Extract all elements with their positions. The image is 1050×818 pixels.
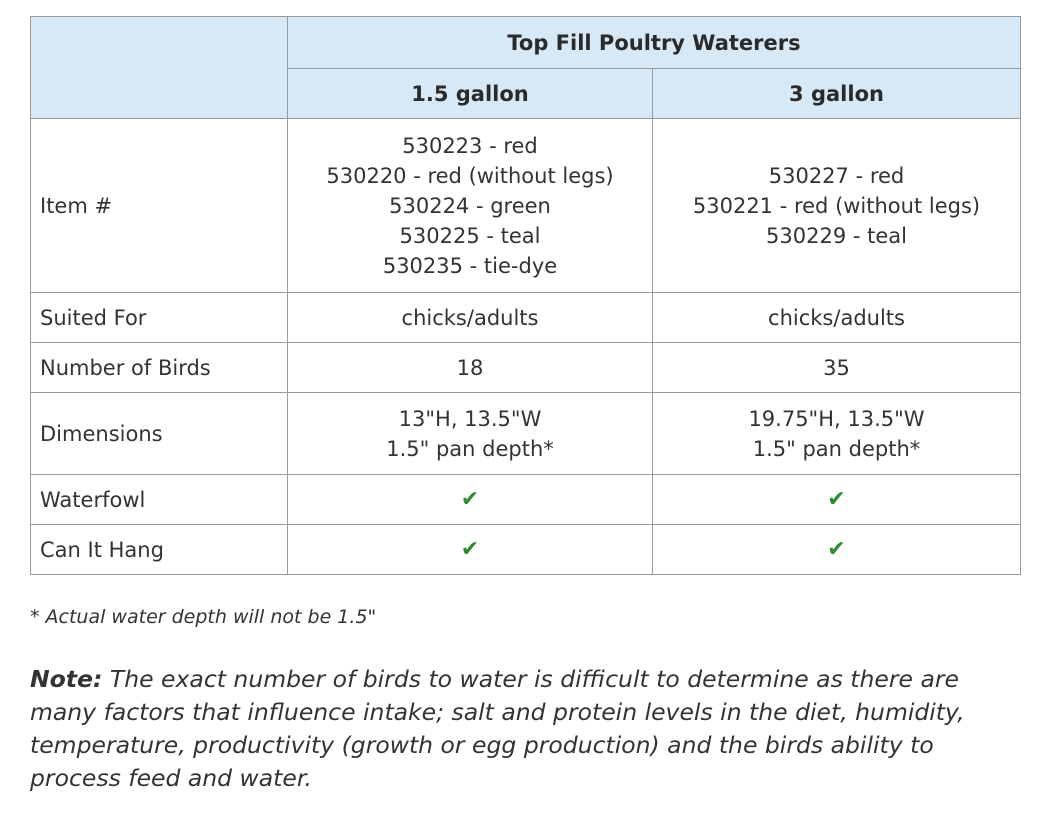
row-label: Can It Hang (30, 524, 288, 575)
table-head: Top Fill Poultry Waterers 1.5 gallon 3 g… (30, 16, 1021, 119)
row-label: Number of Birds (30, 342, 288, 393)
footnote: * Actual water depth will not be 1.5" (30, 606, 377, 628)
column-header: 3 gallon (652, 68, 1021, 119)
table-cell: 19.75"H, 13.5"W 1.5" pan depth* (652, 392, 1021, 475)
cell-line: 530225 - teal (399, 223, 541, 248)
header-row: Top Fill Poultry Waterers (30, 16, 1021, 119)
table-cell: ✔ (652, 474, 1021, 525)
table-cell: 35 (652, 342, 1021, 393)
cell-line: 530224 - green (389, 193, 551, 218)
note-label: Note: (30, 665, 103, 693)
row-label: Item # (30, 118, 288, 293)
table-cell: chicks/adults (652, 292, 1021, 343)
cell-line: 35 (823, 355, 850, 380)
row-label: Suited For (30, 292, 288, 343)
table-cell: 13"H, 13.5"W 1.5" pan depth* (287, 392, 653, 475)
table-cell: chicks/adults (287, 292, 653, 343)
check-mark: ✔ (460, 536, 480, 562)
cell-line: 530235 - tie-dye (382, 253, 558, 278)
table-row: Item # 530223 - red 530220 - red (without … (30, 118, 1021, 293)
note: Note: The exact number of birds to water… (30, 663, 1030, 795)
column-header: 1.5 gallon (287, 68, 653, 119)
cell-line: 530221 - red (without legs) (692, 193, 981, 218)
cell-line: chicks/adults (768, 305, 905, 330)
cell-line: chicks/adults (401, 305, 539, 330)
table-row: Can It Hang ✔ ✔ (30, 524, 1021, 575)
table-row: Number of Birds 18 35 (30, 342, 1021, 393)
row-label: Dimensions (30, 392, 288, 475)
row-label: Waterfowl (30, 474, 288, 525)
cell-line: 530223 - red (402, 133, 538, 158)
corner-cell (30, 16, 288, 119)
check-mark: ✔ (827, 486, 846, 512)
cell-line: 1.5" pan depth* (752, 436, 921, 461)
table-cell: 530227 - red 530221 - red (without legs) 5… (652, 118, 1021, 293)
cell-line: 19.75"H, 13.5"W (748, 406, 925, 431)
table-row: Dimensions 13"H, 13.5"W 1.5" pan depth* 19.… (30, 392, 1021, 475)
comparison-table: Top Fill Poultry Waterers 1.5 gallon 3 g… (30, 16, 1021, 575)
cell-line: 18 (456, 355, 484, 380)
table-title: Top Fill Poultry Waterers (287, 16, 1021, 69)
table-body: Item # 530223 - red 530220 - red (without … (30, 118, 1021, 575)
note-text: The exact number of birds to water is di… (30, 665, 965, 792)
table-cell: ✔ (287, 474, 653, 525)
cell-line: 1.5" pan depth* (386, 436, 554, 461)
cell-line: 530229 - teal (766, 223, 907, 248)
table-cell: 530223 - red 530220 - red (without legs) 5… (287, 118, 653, 293)
check-mark: ✔ (827, 536, 846, 562)
table-cell: ✔ (652, 524, 1021, 575)
cell-line: 13"H, 13.5"W (398, 406, 542, 431)
cell-line: 530220 - red (without legs) (326, 163, 614, 188)
table-cell: 18 (287, 342, 653, 393)
table-row: Waterfowl ✔ ✔ (30, 474, 1021, 525)
header-row: 1.5 gallon 3 gallon (31, 68, 1021, 119)
table-cell: ✔ (287, 524, 653, 575)
table-row: Suited For chicks/adults chicks/adults (30, 292, 1021, 343)
check-mark: ✔ (460, 486, 480, 512)
cell-line: 530227 - red (768, 163, 905, 188)
